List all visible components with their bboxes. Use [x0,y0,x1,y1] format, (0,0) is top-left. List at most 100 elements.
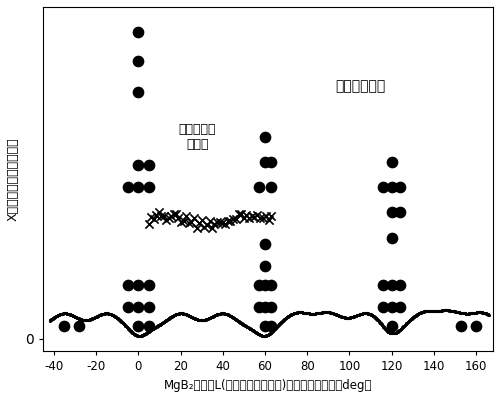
Point [386,330,394,336]
Point [350,313,358,320]
Point [250,328,258,335]
Point [341,314,349,321]
Point [352,313,360,319]
Point [354,312,362,318]
Point [213,218,221,225]
Point [417,309,425,316]
Point [466,310,473,317]
Point [462,310,470,317]
Point [298,309,306,316]
Point [280,316,288,323]
Point [229,314,237,321]
Point [142,330,150,336]
Point [110,312,118,319]
Point [452,308,460,315]
Point [324,309,332,316]
Point [160,318,168,325]
Point [476,309,484,316]
Point [143,330,151,336]
Point [474,309,482,316]
Point [178,310,186,317]
Point [123,324,131,330]
Point [108,311,116,318]
Point [170,312,177,319]
Point [294,309,302,316]
Point [238,320,246,327]
Point [480,310,488,316]
Point [267,330,275,336]
Point [472,310,480,316]
Point [132,332,140,338]
Point [363,310,371,316]
Point [144,329,152,335]
Point [192,225,200,231]
Point [56,311,64,317]
Point [404,318,412,324]
Point [204,316,212,322]
Point [300,310,308,316]
Point [166,315,173,321]
Point [280,316,288,322]
Point [268,328,276,335]
Point [255,331,263,338]
Point [46,317,54,323]
Point [408,315,416,322]
Point [148,326,156,333]
Point [282,314,290,321]
Point [380,323,388,330]
Point [326,310,334,316]
Point [232,316,239,322]
Point [214,311,222,318]
Point [182,312,190,318]
Point [442,307,450,314]
Point [122,323,130,330]
Point [165,315,173,322]
Point [414,311,422,317]
Point [246,326,254,332]
Point [418,309,426,315]
Point [378,322,386,328]
Point [403,320,411,326]
Point [210,313,218,319]
Point [186,313,194,319]
Point [471,310,479,316]
Point [232,316,239,322]
Point [186,313,194,320]
Point [288,311,296,317]
Point [142,330,150,336]
Point [348,314,356,320]
Point [150,325,158,331]
Point [84,317,92,323]
Point [420,308,428,314]
Point [224,217,232,224]
Point [404,319,411,326]
Point [252,329,260,335]
Point [324,309,332,315]
Point [224,311,232,318]
Point [336,313,344,320]
Point [148,326,156,332]
Point [282,315,290,322]
Point [149,326,157,332]
Point [254,282,262,288]
Point [240,322,248,328]
Point [73,314,81,321]
Point [121,322,129,328]
Point [98,311,106,317]
Point [356,311,364,318]
Point [228,314,236,320]
Point [460,310,468,316]
Point [118,319,126,326]
Point [218,310,226,316]
Point [404,318,412,325]
Point [54,312,62,319]
Point [100,310,108,317]
Point [134,29,142,36]
Point [399,324,407,330]
Point [250,328,258,334]
Point [66,311,74,318]
Point [388,184,396,190]
Point [129,330,137,336]
Point [443,307,451,314]
Point [320,309,328,316]
